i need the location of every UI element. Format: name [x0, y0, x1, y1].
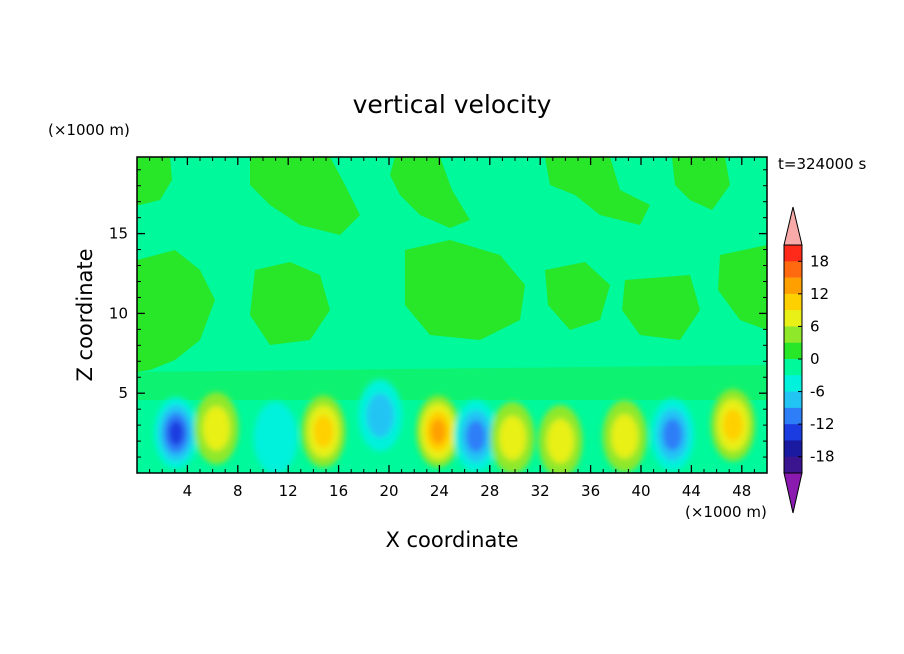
upper-patches [137, 157, 767, 400]
velocity-cell [358, 379, 403, 452]
colorbar-bin [784, 375, 802, 392]
colorbar-tick-label: 0 [810, 350, 820, 368]
x-tick-label: 20 [379, 482, 398, 500]
x-tick-label: 28 [480, 482, 499, 500]
colorbar-bin [784, 407, 802, 425]
velocity-cell [490, 401, 535, 473]
x-tick-label: 48 [732, 482, 751, 500]
x-tick-label: 32 [531, 482, 550, 500]
velocity-cell [154, 397, 199, 470]
y-axis-label: Z coordinate [73, 248, 97, 381]
colorbar-tick-label: -18 [810, 448, 835, 466]
colorbar-tick-label: -12 [810, 415, 835, 433]
colorbar-bin [784, 326, 802, 344]
colorbar-bin [784, 277, 802, 295]
y-unit-label: (×1000 m) [48, 121, 130, 139]
x-tick-label: 36 [581, 482, 600, 500]
x-tick-label: 4 [183, 482, 193, 500]
velocity-cell [650, 398, 695, 471]
colorbar-bin [784, 342, 802, 360]
colorbar-extend-high [783, 206, 803, 246]
y-tick-label: 10 [109, 304, 128, 322]
colorbar-bin [784, 293, 802, 311]
colorbar-bin [784, 261, 802, 278]
time-label: t=324000 s [778, 155, 866, 173]
convective-cells [154, 379, 755, 473]
colorbar-tick-label: 12 [810, 285, 829, 303]
colorbar-bin [784, 424, 802, 441]
x-unit-label: (×1000 m) [685, 503, 767, 521]
velocity-cell [301, 395, 346, 468]
velocity-cell [416, 395, 461, 468]
colorbar-tick-label: 6 [810, 317, 820, 335]
x-axis-label: X coordinate [385, 528, 518, 552]
velocity-cell [538, 405, 583, 473]
colorbar-tick-label: 18 [810, 252, 829, 270]
colorbar-bin [784, 245, 802, 262]
x-tick-label: 40 [631, 482, 650, 500]
velocity-cell [710, 389, 755, 462]
x-tick-label: 24 [430, 482, 449, 500]
colorbar-tick-label: -6 [810, 383, 825, 401]
colorbar-bin [784, 310, 802, 327]
plot-area [137, 157, 767, 473]
y-axis: 5 10 15 [109, 169, 767, 458]
x-tick-label: 12 [279, 482, 298, 500]
velocity-cell [253, 401, 298, 473]
velocity-cell [602, 400, 647, 473]
colorbar: -18 -12 -6 0 6 12 18 [783, 206, 835, 514]
velocity-cell [194, 392, 239, 465]
y-tick-label: 5 [118, 384, 128, 402]
x-tick-label: 44 [682, 482, 701, 500]
x-tick-label: 8 [233, 482, 243, 500]
y-tick-label: 15 [109, 225, 128, 243]
colorbar-bin [784, 391, 802, 409]
chart-title: vertical velocity [353, 90, 552, 119]
colorbar-bin [784, 456, 802, 474]
x-tick-label: 16 [329, 482, 348, 500]
colorbar-bin [784, 359, 802, 376]
colorbar-bin [784, 440, 802, 458]
x-axis: 4 8 12 16 20 24 28 32 36 40 44 48 [149, 157, 755, 500]
velocity-cell [453, 400, 498, 473]
colorbar-extend-low [783, 472, 803, 514]
